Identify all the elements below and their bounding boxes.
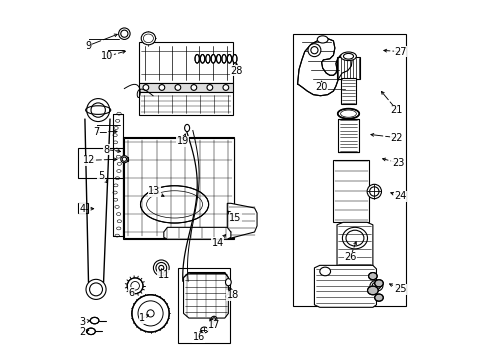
Ellipse shape [367,286,378,295]
Ellipse shape [368,273,376,280]
Text: 9: 9 [85,41,91,50]
Text: 16: 16 [192,332,204,342]
Bar [338,119,358,152]
Ellipse shape [142,85,148,90]
Bar [78,203,88,213]
Text: 10: 10 [101,51,113,61]
Text: 1: 1 [139,313,145,323]
Ellipse shape [90,318,99,324]
Bar [341,78,355,104]
Ellipse shape [340,52,356,60]
Ellipse shape [195,54,199,63]
Text: 26: 26 [344,252,356,262]
Text: 4: 4 [79,204,85,214]
Polygon shape [297,39,351,96]
Ellipse shape [211,316,217,322]
Ellipse shape [159,85,164,90]
Text: 14: 14 [211,238,224,248]
Ellipse shape [374,280,383,287]
Ellipse shape [366,184,381,199]
Text: 21: 21 [390,105,402,115]
Ellipse shape [319,267,330,276]
Ellipse shape [200,54,204,63]
Ellipse shape [184,125,189,132]
Ellipse shape [141,32,155,45]
Text: 18: 18 [226,291,239,301]
Text: 25: 25 [393,284,406,294]
Text: 27: 27 [393,46,406,57]
Bar [178,268,230,343]
Text: 12: 12 [83,155,96,165]
Polygon shape [163,227,230,239]
Text: 7: 7 [93,127,100,136]
Polygon shape [314,265,376,307]
Text: 6: 6 [128,288,134,298]
Text: 15: 15 [229,213,241,222]
Text: 11: 11 [157,270,170,280]
Ellipse shape [201,327,207,333]
Bar [123,138,233,238]
Polygon shape [336,222,372,269]
Ellipse shape [127,278,142,294]
Ellipse shape [153,260,169,276]
Ellipse shape [86,328,95,334]
Ellipse shape [227,54,231,63]
Ellipse shape [191,85,196,90]
Bar [121,157,128,161]
Ellipse shape [225,279,231,286]
Text: 2: 2 [79,327,85,337]
Ellipse shape [222,54,226,63]
Text: 28: 28 [230,66,243,76]
Polygon shape [227,203,257,238]
Ellipse shape [205,54,210,63]
Ellipse shape [226,294,230,299]
Ellipse shape [369,280,382,291]
Bar [333,159,368,222]
Ellipse shape [232,54,237,63]
Text: 20: 20 [315,82,327,93]
Ellipse shape [317,36,327,43]
Ellipse shape [307,44,320,57]
Ellipse shape [206,85,212,90]
Ellipse shape [216,54,221,63]
Ellipse shape [211,54,215,63]
Ellipse shape [140,186,208,223]
Ellipse shape [223,85,228,90]
Ellipse shape [121,156,128,163]
Ellipse shape [132,295,169,332]
Text: 24: 24 [393,191,406,201]
Ellipse shape [119,28,130,40]
Bar [139,92,233,116]
Text: 19: 19 [176,136,188,146]
Text: 22: 22 [390,133,402,143]
Bar [122,137,233,239]
Bar [139,83,233,92]
Text: 23: 23 [391,158,404,168]
Bar [139,42,233,83]
Text: 13: 13 [148,186,160,197]
Text: 8: 8 [103,144,109,154]
Ellipse shape [342,227,367,249]
Text: 17: 17 [207,320,220,330]
Bar [336,57,359,79]
Text: 5: 5 [98,171,104,181]
Text: 3: 3 [79,317,85,327]
Ellipse shape [337,109,359,119]
Bar [292,34,405,306]
Polygon shape [183,273,228,318]
Ellipse shape [374,294,383,301]
Bar [78,148,122,178]
Ellipse shape [175,85,181,90]
